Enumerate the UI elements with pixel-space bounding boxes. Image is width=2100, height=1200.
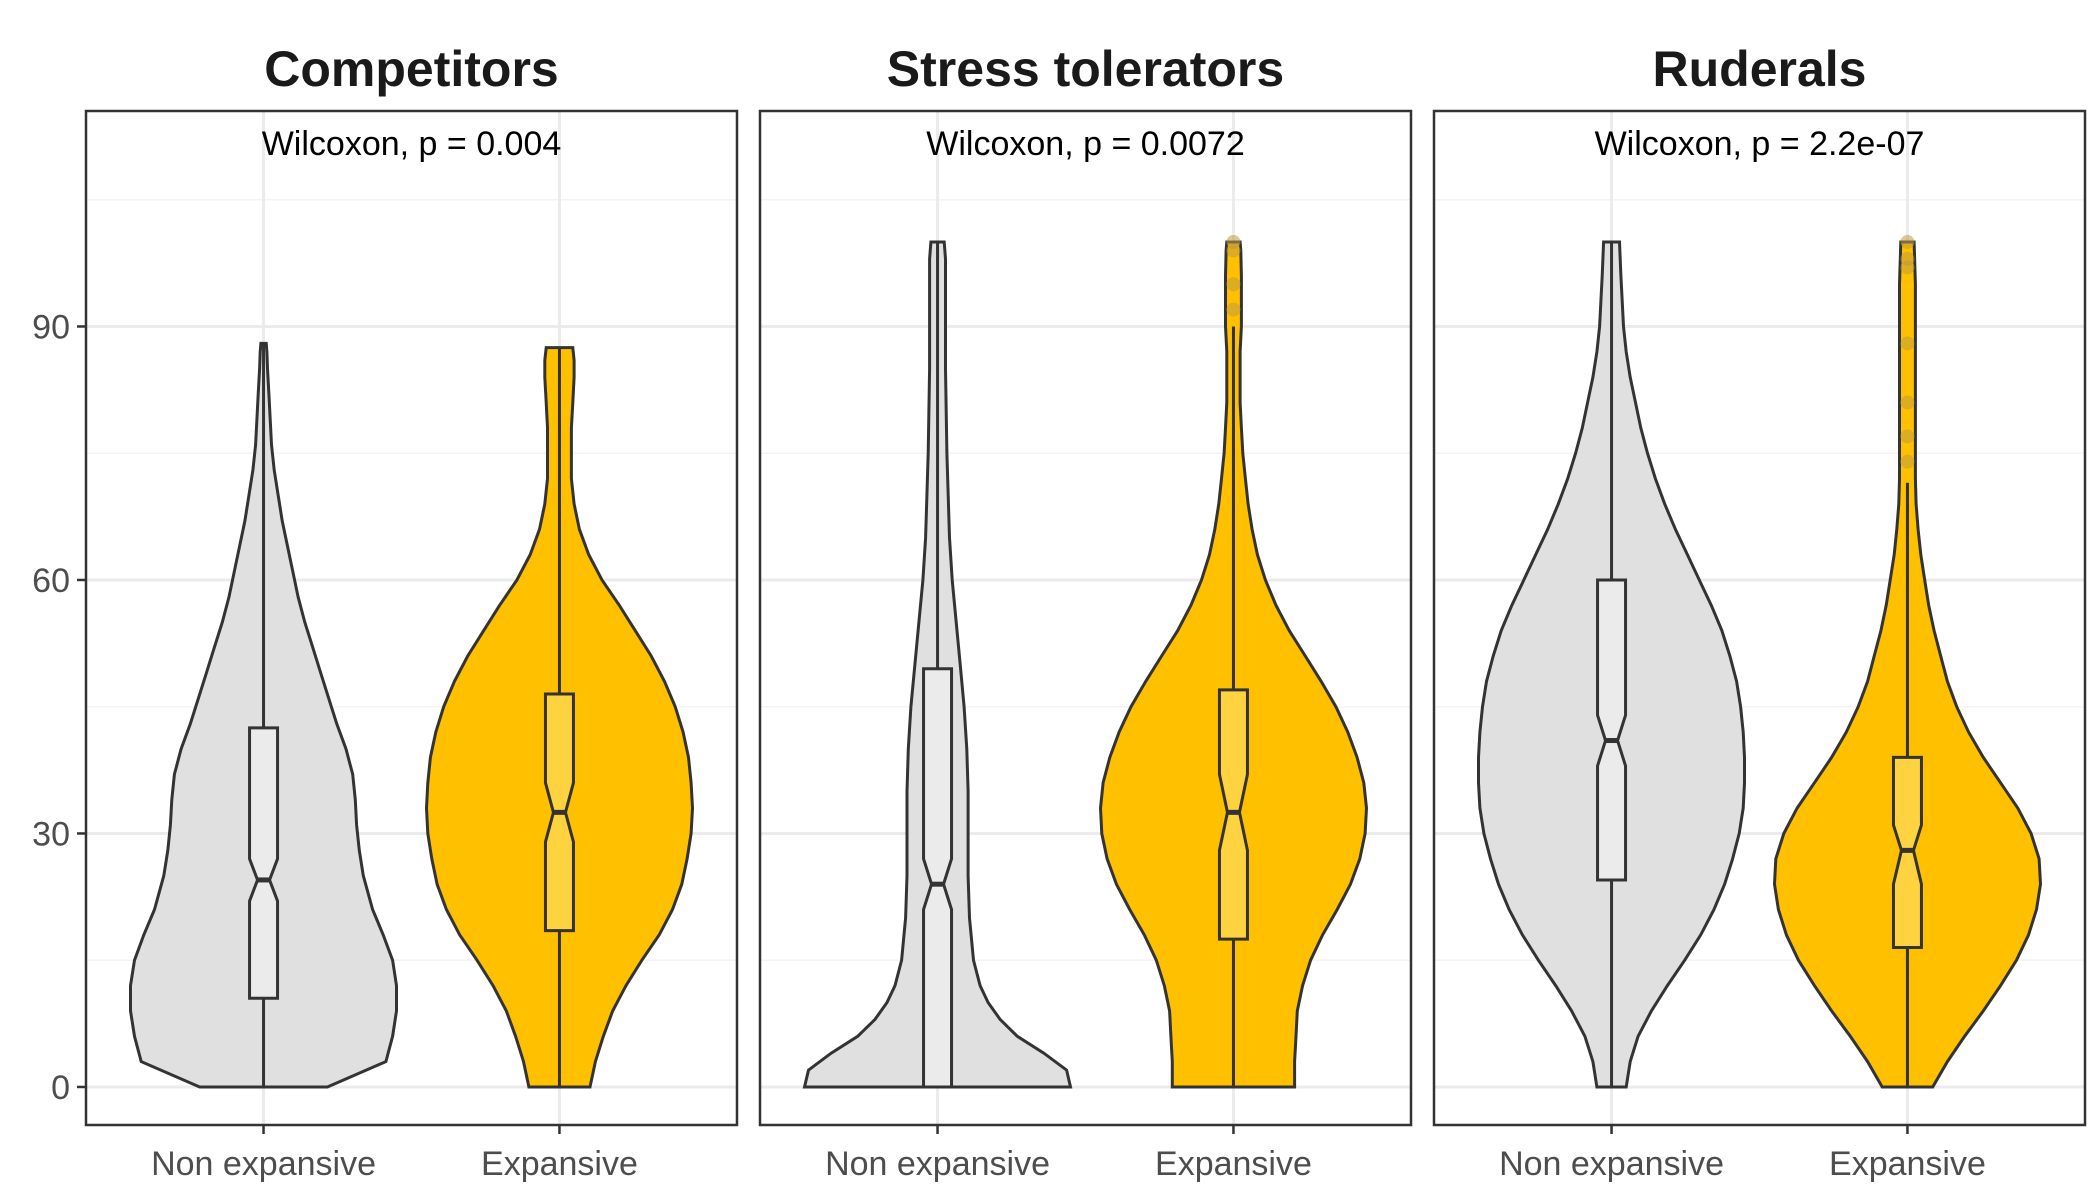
x-tick-label: Expansive (481, 1145, 638, 1183)
outlier-point (1226, 277, 1241, 292)
panel-title: Ruderals (1653, 41, 1867, 97)
outlier-point (1900, 395, 1915, 410)
panel-1: Stress tolerators Wilcoxon, p = 0.0072 Non… (758, 41, 1413, 1183)
y-tick-label: 90 (32, 308, 70, 346)
x-tick-label: Non expansive (1499, 1145, 1724, 1183)
panel-border (758, 109, 1413, 1127)
panel-2: Ruderals Wilcoxon, p = 2.2e-07 Non expansi… (1432, 41, 2087, 1183)
panel-border (1432, 109, 2087, 1127)
stat-annotation: Wilcoxon, p = 0.004 (262, 125, 562, 163)
y-tick-label: 0 (51, 1069, 70, 1107)
box (1596, 578, 1628, 882)
y-tick-label: 30 (32, 815, 70, 853)
stat-annotation: Wilcoxon, p = 2.2e-07 (1595, 125, 1925, 163)
x-tick-label: Expansive (1829, 1145, 1986, 1183)
outlier-point (1900, 234, 1915, 249)
outlier-point (1226, 302, 1241, 317)
outlier-point (1900, 336, 1915, 351)
x-tick-label: Non expansive (825, 1145, 1050, 1183)
box (922, 667, 954, 1089)
stat-annotation: Wilcoxon, p = 0.0072 (926, 125, 1244, 163)
x-tick-label: Expansive (1155, 1145, 1312, 1183)
outlier-point (1900, 429, 1915, 444)
panel-border (84, 109, 739, 1127)
x-tick-label: Non expansive (151, 1145, 376, 1183)
box (248, 726, 280, 1000)
outlier-point (1900, 454, 1915, 469)
y-tick-label: 60 (32, 562, 70, 600)
panel-title: Competitors (264, 41, 558, 97)
outlier-point (1226, 243, 1241, 258)
panel-title: Stress tolerators (887, 41, 1284, 97)
panel-0: Competitors Wilcoxon, p = 0.004 0 30 60 90 Non… (32, 41, 739, 1183)
outlier-point (1900, 260, 1915, 275)
